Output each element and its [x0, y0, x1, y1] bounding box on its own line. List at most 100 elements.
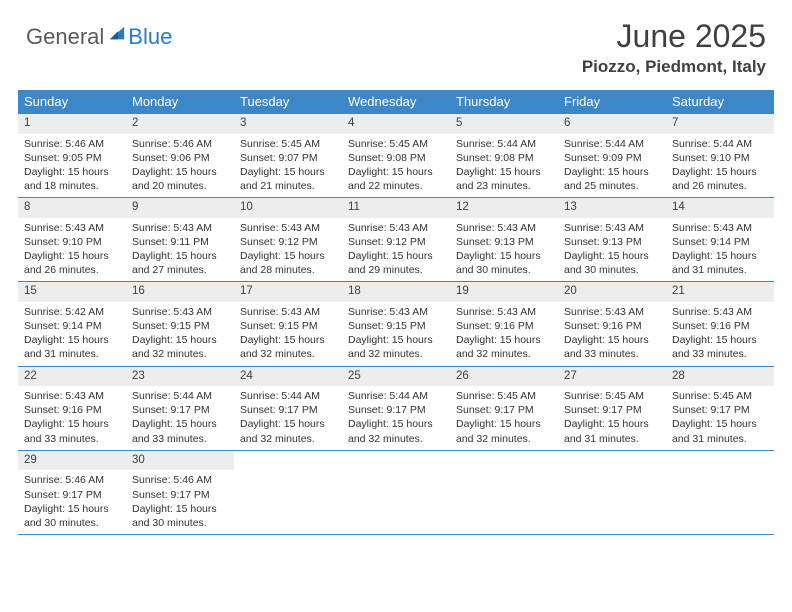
sunrise-line: Sunrise: 5:43 AM [132, 221, 228, 235]
page-header: General Blue June 2025 Piozzo, Piedmont,… [0, 0, 792, 90]
day-cell: 29Sunrise: 5:46 AMSunset: 9:17 PMDayligh… [18, 451, 126, 534]
day-cell: 28Sunrise: 5:45 AMSunset: 9:17 PMDayligh… [666, 367, 774, 450]
day-content: Sunrise: 5:46 AMSunset: 9:06 PMDaylight:… [126, 137, 234, 194]
day-number: 8 [18, 198, 126, 218]
daylight-line: Daylight: 15 hours and 31 minutes. [672, 249, 768, 277]
weekday-header: Monday [126, 90, 234, 114]
day-content: Sunrise: 5:45 AMSunset: 9:17 PMDaylight:… [558, 389, 666, 446]
day-content: Sunrise: 5:43 AMSunset: 9:16 PMDaylight:… [558, 305, 666, 362]
week-row: 22Sunrise: 5:43 AMSunset: 9:16 PMDayligh… [18, 367, 774, 451]
day-content: Sunrise: 5:44 AMSunset: 9:09 PMDaylight:… [558, 137, 666, 194]
day-number: 7 [666, 114, 774, 134]
sunrise-line: Sunrise: 5:44 AM [672, 137, 768, 151]
day-cell: 14Sunrise: 5:43 AMSunset: 9:14 PMDayligh… [666, 198, 774, 281]
sunrise-line: Sunrise: 5:44 AM [564, 137, 660, 151]
day-content: Sunrise: 5:45 AMSunset: 9:07 PMDaylight:… [234, 137, 342, 194]
sunset-line: Sunset: 9:16 PM [24, 403, 120, 417]
sunset-line: Sunset: 9:06 PM [132, 151, 228, 165]
day-cell: 17 Sunrise: 5:43 AMSunset: 9:15 PMDayligh… [234, 282, 342, 365]
day-number: 2 [126, 114, 234, 134]
daylight-line: Daylight: 15 hours and 18 minutes. [24, 165, 120, 193]
day-cell: 8 Sunrise: 5:43 AMSunset: 9:10 PMDaylight… [18, 198, 126, 281]
daylight-line: Daylight: 15 hours and 30 minutes. [456, 249, 552, 277]
day-content: Sunrise: 5:43 AMSunset: 9:15 PMDaylight:… [234, 305, 342, 362]
day-number: 20 [558, 282, 666, 302]
day-content: Sunrise: 5:44 AMSunset: 9:17 PMDaylight:… [126, 389, 234, 446]
weekday-header: Wednesday [342, 90, 450, 114]
sunset-line: Sunset: 9:17 PM [24, 488, 120, 502]
sunset-line: Sunset: 9:14 PM [24, 319, 120, 333]
day-cell: 27Sunrise: 5:45 AMSunset: 9:17 PMDayligh… [558, 367, 666, 450]
day-number: 3 [234, 114, 342, 134]
day-cell: 23Sunrise: 5:44 AMSunset: 9:17 PMDayligh… [126, 367, 234, 450]
day-number: 23 [126, 367, 234, 387]
sunrise-line: Sunrise: 5:43 AM [240, 305, 336, 319]
day-cell: 25Sunrise: 5:44 AMSunset: 9:17 PMDayligh… [342, 367, 450, 450]
daylight-line: Daylight: 15 hours and 32 minutes. [132, 333, 228, 361]
sunrise-line: Sunrise: 5:43 AM [24, 221, 120, 235]
sunrise-line: Sunrise: 5:43 AM [240, 221, 336, 235]
day-cell: 19Sunrise: 5:43 AMSunset: 9:16 PMDayligh… [450, 282, 558, 365]
sunrise-line: Sunrise: 5:43 AM [672, 221, 768, 235]
day-cell: 10Sunrise: 5:43 AMSunset: 9:12 PMDayligh… [234, 198, 342, 281]
day-number: 29 [18, 451, 126, 471]
day-content: Sunrise: 5:42 AMSunset: 9:14 PMDaylight:… [18, 305, 126, 362]
sunset-line: Sunset: 9:17 PM [348, 403, 444, 417]
day-number: 4 [342, 114, 450, 134]
month-title: June 2025 [582, 18, 766, 55]
daylight-line: Daylight: 15 hours and 22 minutes. [348, 165, 444, 193]
day-cell-empty [450, 451, 558, 534]
sunset-line: Sunset: 9:10 PM [24, 235, 120, 249]
day-cell-empty [666, 451, 774, 534]
sunrise-line: Sunrise: 5:43 AM [564, 305, 660, 319]
day-cell: 3 Sunrise: 5:45 AMSunset: 9:07 PMDaylight… [234, 114, 342, 197]
day-number: 9 [126, 198, 234, 218]
sunrise-line: Sunrise: 5:43 AM [348, 305, 444, 319]
day-cell: 24Sunrise: 5:44 AMSunset: 9:17 PMDayligh… [234, 367, 342, 450]
day-number: 18 [342, 282, 450, 302]
weekday-header: Sunday [18, 90, 126, 114]
sunrise-line: Sunrise: 5:46 AM [132, 473, 228, 487]
daylight-line: Daylight: 15 hours and 32 minutes. [456, 417, 552, 445]
weekday-header: Friday [558, 90, 666, 114]
day-number: 15 [18, 282, 126, 302]
day-content: Sunrise: 5:43 AMSunset: 9:13 PMDaylight:… [450, 221, 558, 278]
sunset-line: Sunset: 9:17 PM [564, 403, 660, 417]
sunset-line: Sunset: 9:16 PM [456, 319, 552, 333]
sunrise-line: Sunrise: 5:43 AM [564, 221, 660, 235]
title-block: June 2025 Piozzo, Piedmont, Italy [582, 18, 766, 77]
sunset-line: Sunset: 9:08 PM [456, 151, 552, 165]
sunset-line: Sunset: 9:16 PM [564, 319, 660, 333]
day-content: Sunrise: 5:43 AMSunset: 9:13 PMDaylight:… [558, 221, 666, 278]
day-cell-empty [558, 451, 666, 534]
sunrise-line: Sunrise: 5:43 AM [24, 389, 120, 403]
day-cell: 4Sunrise: 5:45 AMSunset: 9:08 PMDaylight… [342, 114, 450, 197]
day-content: Sunrise: 5:43 AMSunset: 9:11 PMDaylight:… [126, 221, 234, 278]
weekday-header: Tuesday [234, 90, 342, 114]
week-row: 8Sunrise: 5:43 AMSunset: 9:10 PMDaylight… [18, 198, 774, 282]
daylight-line: Daylight: 15 hours and 26 minutes. [24, 249, 120, 277]
sunrise-line: Sunrise: 5:43 AM [672, 305, 768, 319]
daylight-line: Daylight: 15 hours and 32 minutes. [456, 333, 552, 361]
sunset-line: Sunset: 9:12 PM [240, 235, 336, 249]
sunrise-line: Sunrise: 5:45 AM [456, 389, 552, 403]
weekday-header-row: SundayMondayTuesdayWednesdayThursdayFrid… [18, 90, 774, 114]
day-cell-empty [234, 451, 342, 534]
day-number: 17 [234, 282, 342, 302]
sunset-line: Sunset: 9:11 PM [132, 235, 228, 249]
sunset-line: Sunset: 9:17 PM [132, 488, 228, 502]
daylight-line: Daylight: 15 hours and 30 minutes. [564, 249, 660, 277]
sunrise-line: Sunrise: 5:44 AM [456, 137, 552, 151]
day-cell: 22Sunrise: 5:43 AMSunset: 9:16 PMDayligh… [18, 367, 126, 450]
sunrise-line: Sunrise: 5:43 AM [132, 305, 228, 319]
day-cell: 16Sunrise: 5:43 AMSunset: 9:15 PMDayligh… [126, 282, 234, 365]
daylight-line: Daylight: 15 hours and 20 minutes. [132, 165, 228, 193]
sunset-line: Sunset: 9:15 PM [348, 319, 444, 333]
daylight-line: Daylight: 15 hours and 23 minutes. [456, 165, 552, 193]
day-number: 25 [342, 367, 450, 387]
sunset-line: Sunset: 9:17 PM [672, 403, 768, 417]
day-number: 30 [126, 451, 234, 471]
day-cell: 30Sunrise: 5:46 AMSunset: 9:17 PMDayligh… [126, 451, 234, 534]
daylight-line: Daylight: 15 hours and 29 minutes. [348, 249, 444, 277]
day-content: Sunrise: 5:43 AMSunset: 9:16 PMDaylight:… [18, 389, 126, 446]
